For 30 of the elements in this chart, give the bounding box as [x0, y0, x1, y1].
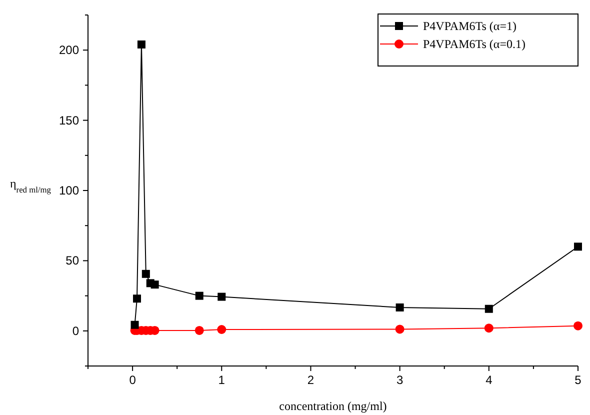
point — [395, 324, 404, 334]
x-tick-label: 1 — [218, 373, 226, 387]
y-tick-label: 0 — [72, 324, 80, 338]
y-tick-label: 100 — [58, 184, 80, 198]
point — [150, 280, 159, 289]
x-tick-label: 0 — [129, 373, 136, 387]
x-tick-label: 4 — [486, 373, 493, 387]
y-axis-title: η$_{red ml/mg}$ — [10, 176, 52, 194]
point — [484, 304, 493, 313]
point — [574, 242, 582, 251]
point — [574, 321, 582, 330]
point — [195, 292, 204, 300]
y-tick-label: 150 — [58, 113, 80, 128]
point — [217, 324, 226, 334]
point — [396, 303, 404, 312]
point — [484, 324, 494, 333]
y-tick-label: 200 — [58, 43, 80, 58]
point — [133, 294, 141, 303]
point — [137, 40, 146, 48]
x-axis-title: concentration (mg/ml) — [279, 399, 387, 413]
point — [142, 270, 150, 278]
point — [194, 326, 204, 335]
legend-label: P4VPAM6Ts (α=0.1) — [423, 37, 526, 51]
point — [218, 292, 226, 301]
x-tick-label: 3 — [396, 373, 404, 387]
y-tick-label: 50 — [66, 254, 80, 268]
point — [130, 320, 139, 329]
x-tick-label: 5 — [574, 373, 582, 387]
x-tick-label: 2 — [307, 373, 314, 387]
legend-label: P4VPAM6Ts (α=1) — [423, 19, 516, 33]
